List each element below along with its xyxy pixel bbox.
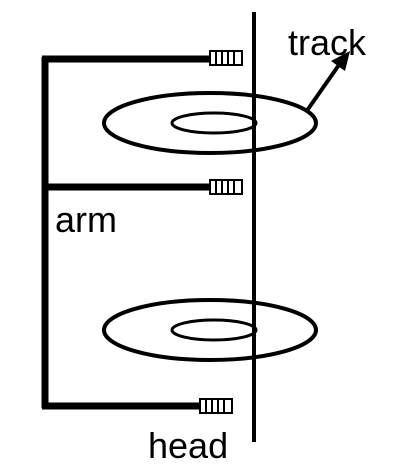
head-bottom xyxy=(199,398,233,414)
label-head: head xyxy=(148,425,228,466)
platter-bottom-outer xyxy=(102,298,318,362)
arm-assembly xyxy=(41,55,210,410)
platter-bottom xyxy=(102,298,318,362)
head-middle xyxy=(209,179,243,195)
platter-top-outer xyxy=(102,91,318,155)
track-arrow xyxy=(304,51,350,114)
head-top xyxy=(209,50,243,66)
label-arm: arm xyxy=(55,199,117,240)
label-track: track xyxy=(288,22,367,63)
platter-top xyxy=(102,91,318,155)
platter-bottom-track xyxy=(170,318,258,342)
platter-top-track xyxy=(170,111,258,135)
